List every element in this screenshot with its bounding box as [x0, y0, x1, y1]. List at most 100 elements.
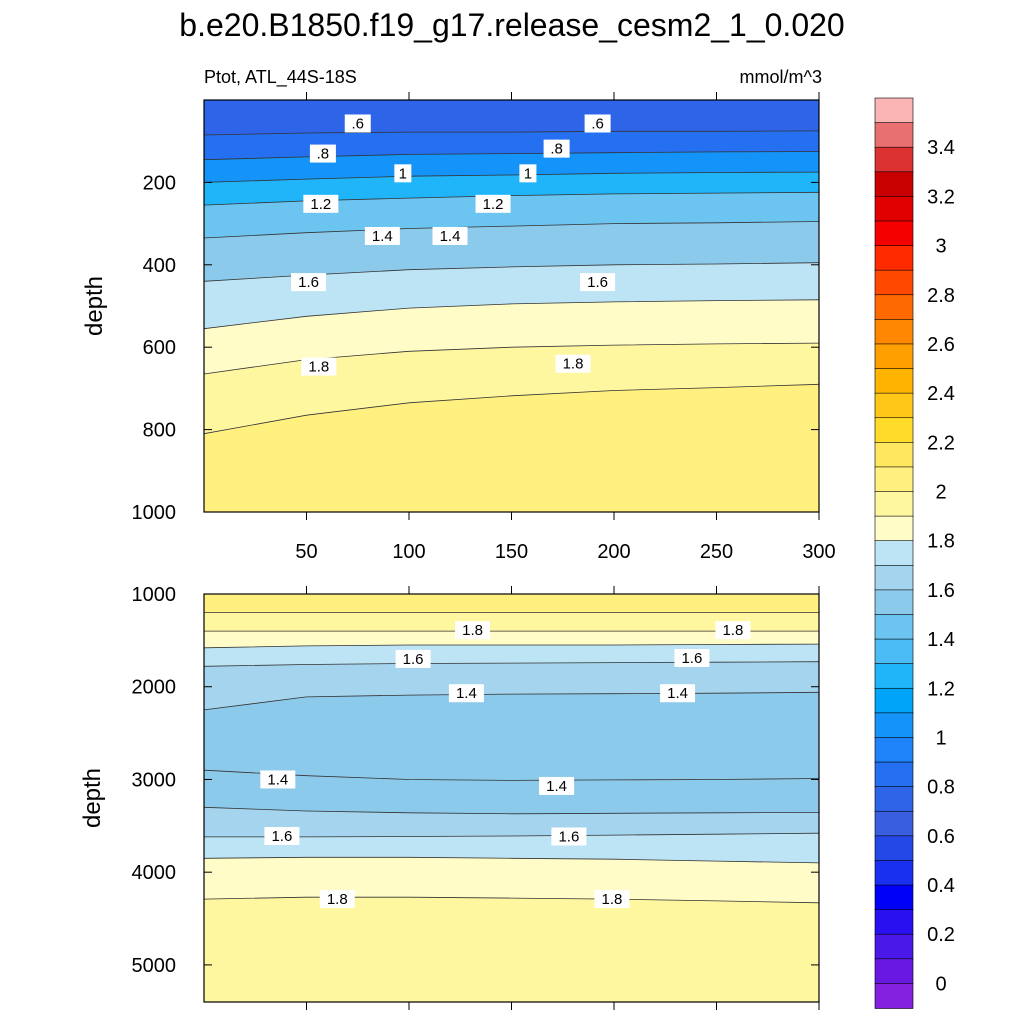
contour-line	[203, 661, 820, 667]
contour-label-text: 1.6	[587, 274, 608, 291]
colorbar-swatch	[874, 909, 914, 936]
x-tick-label: 150	[495, 541, 528, 563]
contour-label-text: .6	[351, 115, 364, 132]
units-label: mmol/m^3	[740, 67, 822, 87]
contour-label-box	[584, 114, 611, 133]
contour-label-text: 1.4	[667, 685, 688, 702]
contour-label-box	[364, 226, 400, 245]
colorbar-swatch	[874, 97, 914, 124]
colorbar-swatch	[874, 958, 914, 985]
colorbar-label: 1.8	[927, 531, 955, 553]
y-tick-label: 1000	[132, 584, 177, 606]
contour-label-box	[455, 621, 491, 640]
colorbar-swatch	[874, 392, 914, 419]
contour-label-text: 1.4	[546, 778, 567, 795]
colorbar-swatch	[874, 319, 914, 345]
contour-label-box	[395, 649, 431, 668]
contour-label: 1.6	[580, 273, 616, 292]
colorbar-label: 2.6	[927, 334, 955, 356]
contour-label: 1.6	[264, 827, 300, 846]
y-tick-label: 4000	[132, 862, 177, 884]
colorbar-swatch	[874, 687, 914, 714]
contour-label-text: 1.6	[298, 274, 319, 291]
colorbar-label: 0	[935, 973, 946, 995]
contour-label: 1.8	[455, 621, 491, 640]
contour-label-box	[344, 114, 371, 133]
contour-label-text: 1.4	[440, 228, 461, 245]
contour-label-box	[580, 273, 616, 292]
colorbar-swatch	[874, 343, 914, 370]
contour-label-text: 1	[524, 165, 532, 182]
contour-label-box	[715, 621, 751, 640]
y-tick-label: 2000	[132, 677, 177, 699]
contour-line	[203, 856, 820, 864]
contour-label: 1.4	[660, 684, 696, 703]
x-tick-label: 200	[597, 541, 630, 563]
colorbar-swatch	[874, 368, 914, 394]
contour-label: 1.4	[448, 684, 484, 703]
contour-label-box	[260, 770, 296, 789]
contour-label-text: 1.6	[681, 650, 702, 667]
contour-label-text: 1	[399, 165, 407, 182]
contour-label-text: .6	[591, 115, 604, 132]
y-tick-label: 600	[143, 337, 176, 359]
colorbar-swatch	[874, 884, 914, 911]
contour-line	[203, 896, 820, 904]
colorbar-swatch	[874, 171, 914, 198]
contour-label-box	[264, 827, 300, 846]
colorbar-swatch	[874, 860, 914, 886]
contour-label-text: 1.8	[563, 356, 584, 373]
contour-label: 1.6	[291, 273, 327, 292]
x-tick-label: 300	[802, 541, 835, 563]
contour-line	[203, 806, 820, 815]
contour-label-text: 1.4	[456, 685, 477, 702]
lower-contour-labels: 1.8 1.8 1.6 1.6 1.4 1.4 1.4 1.4 1.6 1.6 1.8 1.8	[260, 621, 751, 909]
colorbar-label: 2	[935, 482, 946, 504]
x-tick-label: 50	[295, 541, 317, 563]
upper-contour-fill	[204, 100, 819, 513]
contour-label: 1.4	[539, 776, 575, 795]
contour-line	[203, 151, 820, 161]
contour-label: 1.2	[475, 194, 511, 213]
colorbar-swatch	[874, 269, 914, 296]
contour-label-box	[594, 890, 630, 909]
contour-label-box	[394, 164, 412, 183]
colorbar-swatch	[874, 146, 914, 173]
colorbar-swatch	[874, 933, 914, 960]
contour-label: 1.8	[594, 890, 630, 909]
contour-label-box	[432, 226, 468, 245]
contour-label: 1.8	[301, 357, 337, 376]
contour-line	[203, 691, 820, 711]
contour-line	[203, 130, 820, 136]
contour-line	[203, 171, 820, 183]
contour-label-text: 1.8	[602, 891, 623, 908]
contour-label-text: 1.6	[558, 828, 579, 845]
contour-label-text: 1.8	[327, 891, 348, 908]
colorbar-label: 0.2	[927, 924, 955, 946]
contour-label-box	[475, 194, 511, 213]
colorbar-swatch	[874, 196, 914, 222]
contour-label: .6	[584, 114, 611, 133]
colorbar-label: 2.8	[927, 285, 955, 307]
contour-label-text: 1.4	[267, 771, 288, 788]
contour-label-box	[309, 144, 336, 163]
y-tick-label: 5000	[132, 955, 177, 977]
colorbar-label: 1.4	[927, 629, 955, 651]
contour-line	[203, 221, 820, 239]
y-tick-label: 3000	[132, 769, 177, 791]
colorbar-swatch	[874, 491, 914, 517]
contour-label-box	[301, 357, 337, 376]
colorbar-swatch	[874, 638, 914, 665]
contour-label-text: 1.4	[372, 228, 393, 245]
colorbar-label: 2.2	[927, 432, 955, 454]
colorbar-swatch	[874, 515, 914, 542]
contour-line	[204, 832, 820, 838]
contour-label-text: 1.6	[271, 828, 292, 845]
lower-y-axis-label: depth	[79, 768, 106, 828]
contour-label-text: 1.8	[308, 359, 329, 376]
contour-label-text: .8	[317, 146, 330, 163]
contour-label: 1.6	[674, 648, 710, 667]
contour-label-text: 1.2	[483, 196, 504, 213]
colorbar-label: 3.2	[927, 186, 955, 208]
colorbar-swatch	[874, 417, 914, 444]
